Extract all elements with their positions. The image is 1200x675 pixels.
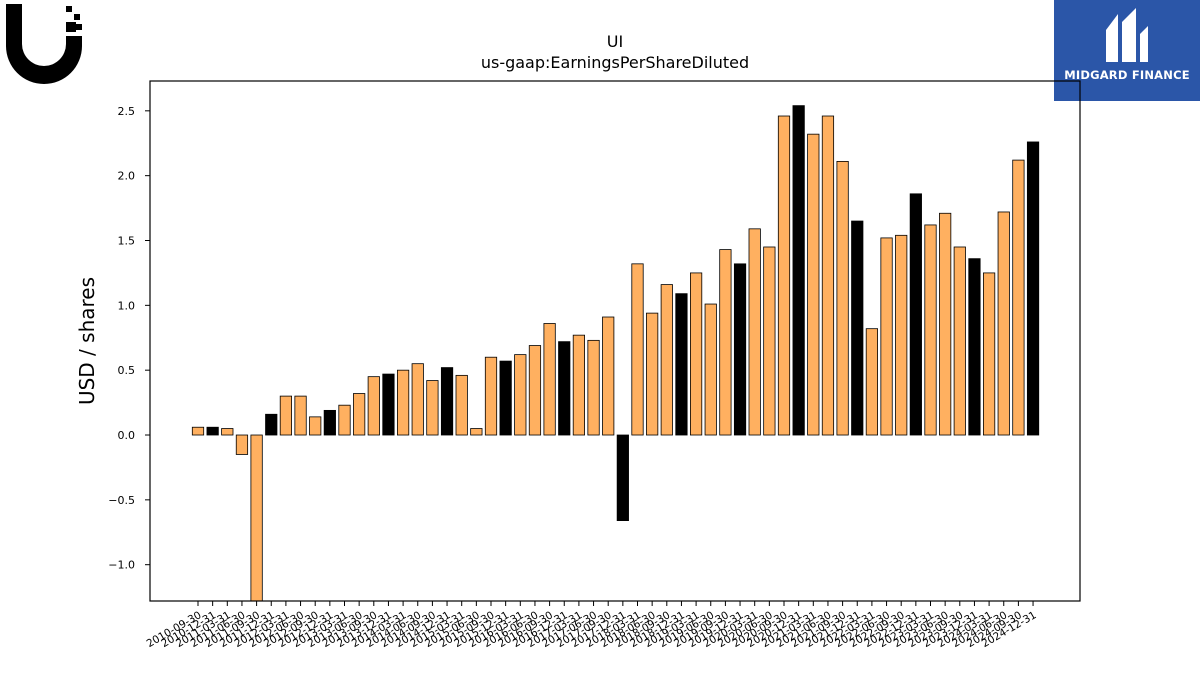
bar	[748, 228, 761, 436]
bar	[235, 434, 249, 455]
bar	[440, 367, 454, 436]
bar	[514, 354, 527, 436]
bar	[763, 246, 776, 436]
bar	[294, 395, 307, 436]
y-tick-label: 2.5	[118, 105, 136, 118]
bar	[470, 428, 483, 436]
chart-subtitle: us-gaap:EarningsPerShareDiluted	[480, 53, 750, 72]
bar	[733, 263, 747, 436]
bar	[587, 339, 600, 436]
y-tick-label: 0.5	[118, 364, 136, 377]
y-axis-label: USD / shares	[75, 277, 99, 405]
chart-title: UI	[606, 32, 624, 51]
ubiquiti-logo	[4, 4, 86, 86]
bar	[792, 105, 805, 436]
bar	[953, 246, 966, 436]
bar	[265, 413, 278, 436]
bar	[367, 376, 380, 436]
bars-group	[191, 105, 1040, 601]
bar	[924, 224, 937, 436]
bar	[411, 363, 424, 436]
y-tick-label: 2.0	[118, 170, 136, 183]
bar	[455, 374, 468, 436]
bar	[558, 341, 571, 436]
bar	[1026, 141, 1040, 436]
bar	[250, 434, 263, 601]
bar	[821, 115, 835, 436]
bar	[690, 272, 703, 436]
bar	[206, 426, 219, 436]
plot-frame	[149, 80, 1081, 602]
bar	[777, 115, 791, 436]
bar	[221, 428, 234, 436]
y-tick-label: −1.0	[108, 559, 135, 572]
bar	[983, 272, 996, 436]
logo-pixel	[76, 24, 82, 30]
bar	[484, 356, 498, 436]
bar	[572, 334, 586, 436]
bar	[646, 312, 659, 436]
bar	[968, 258, 981, 436]
bar	[997, 211, 1010, 436]
bar	[851, 220, 864, 436]
bar	[865, 328, 879, 436]
bar	[338, 404, 351, 436]
logo-pixel	[66, 22, 76, 32]
midgard-finance-logo: MIDGARD FINANCE	[1054, 0, 1200, 101]
y-tick-label: 1.5	[118, 235, 136, 248]
bar	[836, 160, 849, 436]
logo-pixel	[74, 14, 80, 20]
bar	[807, 133, 820, 436]
logo-pixel	[66, 6, 72, 12]
bar	[499, 360, 512, 436]
bar	[660, 284, 673, 436]
bar	[675, 293, 688, 436]
bar	[323, 409, 336, 436]
bar	[543, 323, 556, 436]
bar	[895, 234, 908, 436]
bar	[353, 393, 366, 436]
bar	[309, 416, 322, 436]
bar	[704, 303, 717, 436]
brand-mark-icon	[1106, 8, 1148, 62]
bar	[719, 249, 732, 436]
logo-u-shape	[6, 4, 82, 84]
bar	[528, 345, 542, 436]
bar	[279, 395, 293, 436]
bar	[939, 212, 952, 436]
bar	[631, 263, 644, 436]
bar	[396, 369, 410, 436]
y-tick-label: 1.0	[118, 299, 136, 312]
y-tick-label: 0.0	[118, 429, 136, 442]
bar	[616, 434, 629, 522]
bar	[602, 316, 615, 436]
bar	[880, 237, 893, 436]
bar	[426, 380, 439, 436]
bar	[191, 426, 205, 436]
brand-name: MIDGARD FINANCE	[1064, 68, 1190, 82]
bar	[1012, 159, 1025, 436]
bar	[909, 193, 922, 436]
bar	[382, 373, 395, 436]
y-tick-label: −0.5	[108, 494, 135, 507]
